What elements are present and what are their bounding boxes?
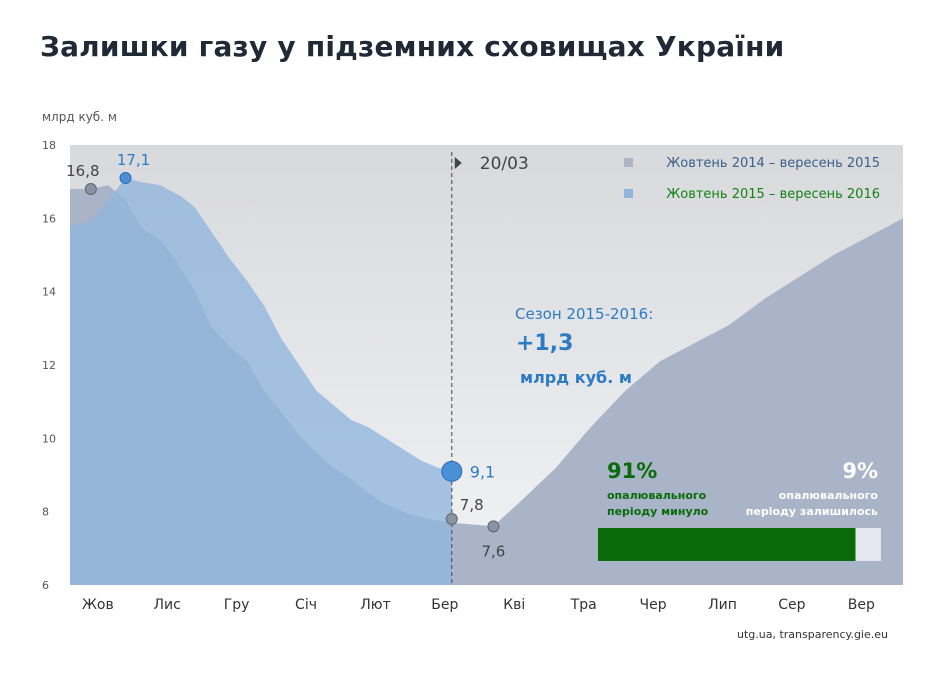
- data-point: [487, 520, 500, 533]
- progress-remaining-percent: 9%: [842, 459, 878, 483]
- x-tick-label: Лис: [154, 597, 181, 613]
- data-point: [445, 513, 458, 525]
- data-label: 7,6: [482, 542, 506, 560]
- x-tick-label: Лип: [708, 597, 737, 613]
- x-tick-label: Жов: [82, 597, 114, 613]
- data-label: 7,8: [460, 496, 484, 514]
- chart-title: Залишки газу у підземних сховищах Україн…: [40, 30, 785, 63]
- season-unit: млрд куб. м: [520, 368, 632, 387]
- x-tick-label: Лют: [360, 597, 390, 613]
- x-tick-label: Гру: [224, 597, 250, 613]
- legend-entry: Жовтень 2014 – вересень 2015: [666, 156, 880, 171]
- y-tick-label: 12: [42, 359, 56, 372]
- date-marker-arrow-icon: [454, 157, 462, 169]
- progress-remaining-label-2: періоду залишилось: [746, 505, 878, 518]
- y-tick-label: 10: [42, 432, 56, 445]
- progress-passed-label-2: періоду минуло: [607, 505, 709, 518]
- x-tick-label: Вер: [848, 597, 875, 613]
- y-tick-label: 18: [42, 139, 56, 152]
- x-tick-label: Січ: [295, 597, 317, 613]
- legend-entry: Жовтень 2015 – вересень 2016: [666, 187, 880, 202]
- x-tick-label: Сер: [778, 597, 805, 613]
- x-tick-label: Тра: [570, 597, 597, 613]
- series-area-1: [70, 178, 452, 585]
- legend-swatch: [624, 158, 633, 167]
- season-value: +1,3: [516, 331, 573, 356]
- source-note: utg.ua, transparency.gie.eu: [736, 628, 888, 641]
- y-tick-label: 8: [42, 506, 49, 519]
- progress-bar-fill: [598, 528, 856, 561]
- x-tick-label: Бер: [431, 597, 458, 613]
- y-tick-label: 14: [42, 286, 56, 299]
- y-axis-label: млрд куб. м: [42, 110, 117, 124]
- data-label: 16,8: [66, 162, 99, 180]
- data-label: 17,1: [117, 151, 150, 169]
- x-tick-label: Чер: [640, 597, 667, 613]
- legend-swatch: [624, 189, 633, 198]
- data-point: [441, 460, 463, 482]
- x-tick-label: Кві: [503, 597, 525, 613]
- y-tick-label: 16: [42, 212, 56, 225]
- y-tick-label: 6: [42, 579, 49, 592]
- data-label: 9,1: [470, 462, 495, 481]
- date-marker-label: 20/03: [480, 154, 529, 174]
- progress-passed-percent: 91%: [607, 459, 657, 483]
- progress-passed-label-1: опалювального: [607, 489, 707, 502]
- progress-remaining-label-1: опалювального: [779, 489, 879, 502]
- data-point: [84, 183, 97, 195]
- data-point: [119, 172, 132, 184]
- season-label: Сезон 2015-2016:: [515, 305, 653, 323]
